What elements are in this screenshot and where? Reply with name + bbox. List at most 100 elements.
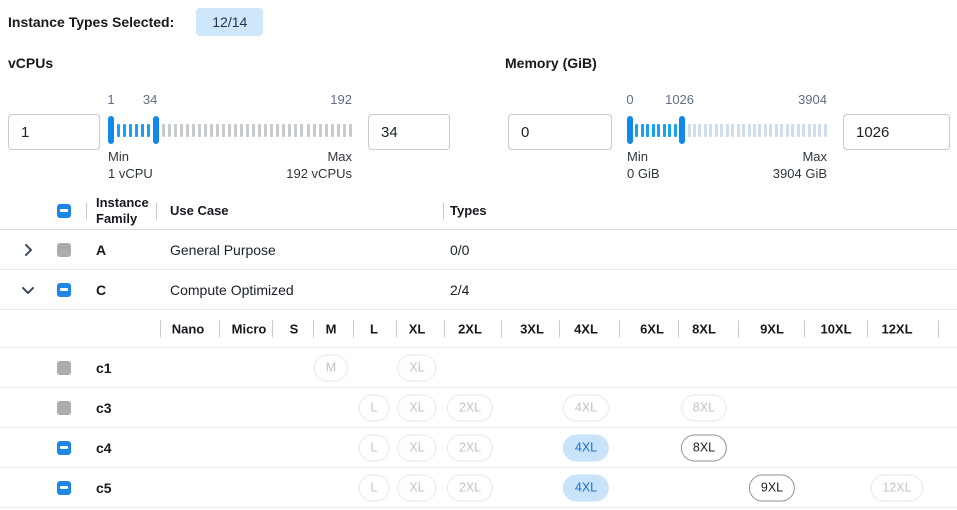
size-pill-c4-8xl[interactable]: 8XL — [680, 434, 728, 461]
filters-area: vCPUs Memory (GiB) Min 1 vCPU Max 192 vC… — [0, 44, 957, 192]
size-column-header-s: S — [289, 321, 299, 336]
size-pill-c3-l: L — [358, 394, 390, 421]
slider-tick — [198, 123, 202, 137]
slider-tick — [769, 123, 773, 137]
vcpus-minmax: Min 1 vCPU Max 192 vCPUs — [108, 148, 352, 182]
slider-handle[interactable] — [153, 116, 160, 144]
slider-tick — [785, 123, 789, 137]
slider-tick — [174, 123, 178, 137]
slider-tick — [123, 123, 127, 137]
column-divider — [619, 320, 620, 337]
memory-scale-max: 3904 — [798, 92, 827, 107]
slider-tick — [348, 123, 352, 137]
slider-tick — [276, 123, 280, 137]
memory-title: Memory (GiB) — [505, 55, 597, 71]
size-pill-c3-xl: XL — [397, 394, 437, 421]
family-row-A: A General Purpose 0/0 — [0, 230, 957, 270]
vcpus-max-value: 192 vCPUs — [286, 166, 352, 181]
column-divider — [86, 202, 87, 219]
memory-range-slider: Min 0 GiB Max 3904 GiB 0 1026 3904 — [626, 92, 827, 188]
slider-tick — [192, 123, 196, 137]
slider-tick — [204, 123, 208, 137]
size-column-header-2xl: 2XL — [458, 321, 482, 336]
slider-tick — [228, 123, 232, 137]
size-pill-c1-xl: XL — [397, 354, 437, 381]
instance-c5-indeterminate-checkbox[interactable] — [57, 480, 71, 495]
slider-tick — [168, 123, 172, 137]
size-column-header-6xl: 6XL — [640, 321, 664, 336]
memory-scale-selected-high: 1026 — [665, 92, 695, 107]
column-divider — [559, 320, 560, 337]
slider-tick — [246, 123, 250, 137]
size-column-header-8xl: 8XL — [692, 321, 716, 336]
slider-tick — [252, 123, 256, 137]
slider-handle[interactable] — [679, 116, 686, 144]
table-header-row: Instance Family Use Case Types — [0, 192, 957, 230]
size-pill-c1-m: M — [313, 354, 349, 381]
instance-row-c4: c4 L XL 2XL 4XL 8XL — [0, 428, 957, 468]
column-divider — [866, 320, 868, 337]
slider-tick — [324, 123, 328, 137]
slider-tick — [662, 123, 666, 137]
vcpus-min-input[interactable] — [8, 114, 100, 150]
size-column-header-micro: Micro — [231, 321, 267, 336]
slider-tick — [222, 123, 226, 137]
column-divider — [678, 320, 679, 337]
instance-c4-indeterminate-checkbox[interactable] — [57, 440, 71, 455]
slider-tick — [186, 123, 190, 137]
size-pill-c5-4xl[interactable]: 4XL — [562, 474, 610, 501]
size-column-header-10xl: 10XL — [820, 321, 852, 336]
slider-tick — [294, 123, 298, 137]
slider-tick — [312, 123, 316, 137]
chevron-down-icon[interactable] — [20, 282, 36, 298]
slider-tick — [692, 123, 696, 137]
instance-name: c1 — [96, 359, 112, 376]
size-pill-c4-4xl[interactable]: 4XL — [562, 434, 610, 461]
vcpus-range-slider: Min 1 vCPU Max 192 vCPUs 1 34 192 — [107, 92, 352, 188]
family-C-indeterminate-checkbox[interactable] — [57, 282, 71, 297]
slider-tick — [747, 123, 751, 137]
slider-tick — [758, 123, 762, 137]
memory-min-value: 0 GiB — [627, 166, 660, 181]
selected-count-badge: 12/14 — [196, 8, 264, 36]
memory-min-input[interactable] — [508, 114, 612, 150]
instance-name: c4 — [96, 439, 112, 456]
size-column-header-nano: Nano — [171, 321, 205, 336]
size-pill-c5-9xl[interactable]: 9XL — [748, 474, 796, 501]
column-divider — [443, 320, 445, 337]
slider-tick — [147, 123, 151, 137]
vcpus-min-value: 1 vCPU — [108, 166, 153, 181]
vcpus-max-input[interactable] — [368, 114, 450, 150]
chevron-right-icon[interactable] — [20, 242, 36, 258]
slider-tick — [780, 123, 784, 137]
size-columns-header-row: Nano Micro S M L XL 2XL 3XL 4XL 6XL 8XL 9XL 10XL 12XL — [0, 310, 957, 348]
size-pill-c4-xl: XL — [397, 434, 437, 461]
size-pill-c4-l: L — [358, 434, 390, 461]
instance-row-c1: c1 M XL — [0, 348, 957, 388]
family-name: C — [96, 281, 107, 298]
slider-tick — [234, 123, 238, 137]
column-divider — [218, 320, 220, 337]
slider-tick — [774, 123, 778, 137]
slider-handle[interactable] — [108, 116, 114, 144]
slider-tick — [736, 123, 740, 137]
size-column-header-m: M — [325, 321, 337, 336]
column-divider — [938, 320, 939, 337]
memory-scale-low: 0 — [626, 92, 634, 107]
vcpus-title: vCPUs — [8, 55, 54, 71]
select-all-checkbox[interactable] — [57, 203, 71, 218]
size-column-header-12xl: 12XL — [881, 321, 913, 336]
slider-tick — [709, 123, 713, 137]
slider-handle[interactable] — [627, 116, 633, 144]
instance-name: c3 — [96, 399, 112, 416]
instance-c3-disabled-checkbox — [57, 400, 71, 415]
slider-tick — [714, 123, 718, 137]
column-header-types: Types — [450, 202, 487, 218]
memory-max-input[interactable] — [843, 114, 950, 150]
slider-tick — [135, 123, 139, 137]
size-pill-c3-8xl: 8XL — [680, 394, 728, 421]
slider-tick — [651, 123, 655, 137]
slider-tick — [818, 123, 822, 137]
slider-tick — [673, 123, 677, 137]
slider-tick — [725, 123, 729, 137]
